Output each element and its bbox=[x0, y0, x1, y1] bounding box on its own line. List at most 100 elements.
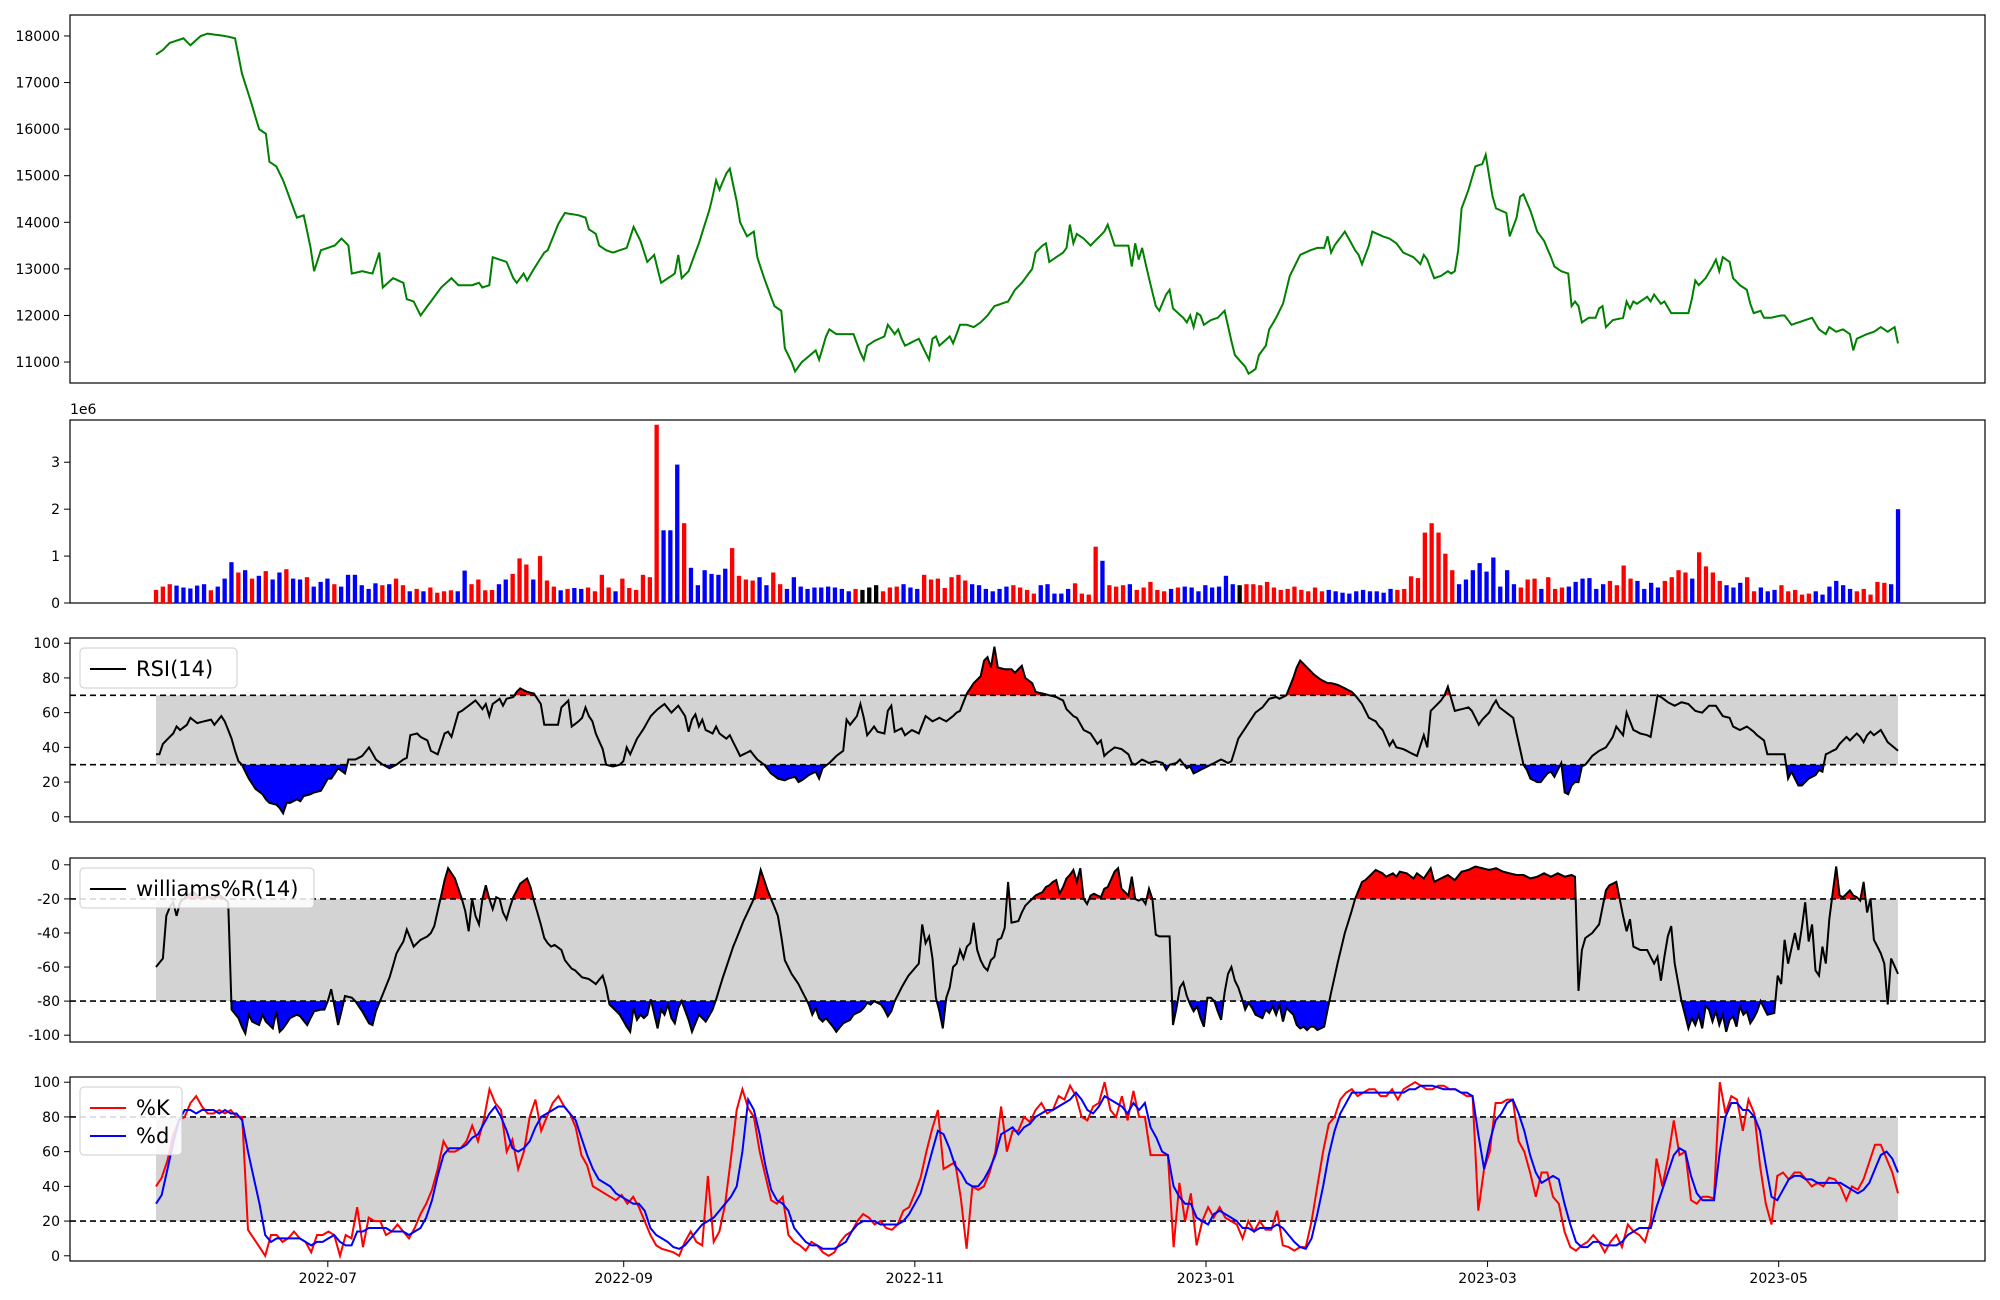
rsi-legend: RSI(14) bbox=[79, 647, 238, 689]
williams-oversold-fill bbox=[333, 1001, 344, 1025]
volume-bar bbox=[901, 584, 906, 603]
volume-bar bbox=[1429, 523, 1434, 603]
volume-bar bbox=[325, 578, 330, 603]
volume-bar bbox=[277, 572, 282, 603]
volume-bar bbox=[1004, 586, 1009, 603]
volume-bar bbox=[805, 588, 810, 603]
volume-bar bbox=[887, 587, 892, 603]
volume-bar bbox=[1553, 588, 1558, 603]
volume-bar bbox=[1477, 563, 1482, 603]
volume-y-tick-label: 1 bbox=[51, 549, 60, 565]
x-tick-label: 2022-07 bbox=[299, 1271, 358, 1287]
volume-bar bbox=[880, 591, 886, 603]
volume-bar bbox=[1045, 584, 1050, 603]
volume-y-tick-label: 0 bbox=[51, 596, 60, 612]
volume-bar bbox=[489, 589, 495, 603]
volume-bar bbox=[1854, 591, 1859, 603]
volume-bar bbox=[167, 584, 172, 603]
volume-bar bbox=[215, 586, 220, 603]
volume-bar bbox=[503, 579, 508, 603]
volume-bar bbox=[441, 591, 447, 603]
volume-bar bbox=[1731, 587, 1736, 603]
volume-bar bbox=[1621, 565, 1626, 603]
volume-bar bbox=[373, 583, 378, 603]
volume-bar bbox=[366, 588, 371, 603]
rsi-oversold-fill bbox=[764, 764, 828, 783]
x-tick-label: 2022-11 bbox=[886, 1271, 945, 1287]
volume-bar bbox=[380, 585, 385, 603]
volume-bar bbox=[565, 588, 570, 603]
volume-bar bbox=[812, 587, 817, 603]
rsi-oversold-fill bbox=[1786, 764, 1824, 786]
x-axis: 2022-07 2022-09 2022-11 2023-01 2023-03 2023-… bbox=[299, 1261, 1808, 1287]
volume-bar bbox=[764, 585, 769, 603]
rsi-y-tick-label: 80 bbox=[42, 671, 60, 687]
volume-bar bbox=[942, 588, 947, 603]
volume-bar bbox=[201, 584, 207, 603]
volume-bar bbox=[1607, 580, 1613, 603]
volume-bar bbox=[1662, 580, 1667, 603]
volume-bar bbox=[1834, 580, 1839, 603]
volume-bar bbox=[592, 591, 598, 603]
volume-bar bbox=[188, 588, 193, 603]
volume-bar bbox=[222, 578, 227, 603]
volume-bar bbox=[1148, 581, 1153, 603]
williams-overbought-fill bbox=[1604, 881, 1620, 899]
volume-bar bbox=[1841, 585, 1846, 603]
volume-bar bbox=[435, 592, 440, 603]
volume-bar bbox=[976, 585, 982, 603]
volume-bar bbox=[1697, 552, 1702, 603]
volume-bar bbox=[1779, 585, 1784, 603]
price-y-tick-label: 12000 bbox=[15, 308, 60, 324]
williams-y-tick-label: -20 bbox=[37, 892, 60, 908]
volume-bar bbox=[1052, 593, 1057, 603]
volume-bar bbox=[1381, 592, 1386, 603]
rsi-overbought-fill bbox=[966, 646, 1050, 696]
volume-bar bbox=[510, 573, 515, 603]
price-y-tick-label: 17000 bbox=[15, 76, 60, 92]
volume-bar bbox=[1168, 588, 1174, 603]
williams-y-tick-label: -60 bbox=[37, 960, 60, 976]
volume-bar bbox=[455, 591, 460, 603]
williams-oversold-fill bbox=[1242, 1001, 1330, 1031]
volume-bar bbox=[1367, 591, 1373, 603]
volume-bar bbox=[1703, 566, 1709, 603]
volume-bar bbox=[599, 574, 604, 603]
volume-bar bbox=[743, 579, 748, 603]
x-tick-label: 2022-09 bbox=[594, 1271, 653, 1287]
williams-legend-label: williams%R(14) bbox=[136, 877, 298, 901]
volume-bar bbox=[963, 580, 968, 603]
volume-bar bbox=[1306, 591, 1311, 603]
volume-bar bbox=[1114, 586, 1119, 603]
stochastic-y-tick-label: 100 bbox=[33, 1075, 60, 1091]
volume-bar bbox=[1402, 588, 1407, 603]
volume-bar bbox=[1388, 588, 1393, 603]
volume-y-tick-label: 3 bbox=[51, 455, 60, 471]
volume-bar bbox=[1628, 578, 1633, 603]
volume-bar bbox=[928, 579, 934, 603]
volume-bar bbox=[908, 587, 913, 603]
volume-bar bbox=[339, 586, 344, 603]
volume-bar bbox=[867, 587, 872, 603]
volume-bar bbox=[1374, 591, 1379, 603]
williams-legend: williams%R(14) bbox=[79, 867, 315, 909]
volume-bar bbox=[585, 587, 591, 603]
volume-bar bbox=[1498, 586, 1503, 603]
volume-bar bbox=[229, 562, 234, 603]
volume-bar bbox=[1868, 594, 1873, 603]
x-tick-label: 2023-05 bbox=[1749, 1271, 1808, 1287]
volume-bar bbox=[1847, 588, 1853, 603]
price-line bbox=[155, 32, 1899, 376]
volume-bar bbox=[922, 574, 927, 603]
volume-bar bbox=[771, 572, 776, 603]
volume-bar bbox=[688, 567, 694, 603]
williams-extreme-fills bbox=[183, 866, 1888, 1034]
volume-bar bbox=[1642, 588, 1647, 603]
volume-bar bbox=[640, 574, 646, 603]
stochastic-legend: %K %d bbox=[79, 1086, 183, 1156]
volume-bar bbox=[1745, 577, 1750, 603]
volume-bar bbox=[716, 574, 721, 603]
rsi-y-tick-label: 60 bbox=[42, 706, 60, 722]
volume-bar bbox=[1669, 577, 1674, 603]
volume-bar bbox=[544, 580, 550, 603]
